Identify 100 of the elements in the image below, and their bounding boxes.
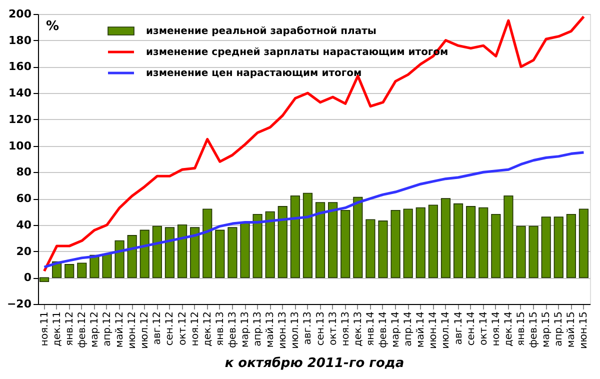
x-tick-label: июн.14 [428,312,440,349]
bar [140,230,150,278]
y-tick-label: 80 [16,166,32,179]
bar [340,210,350,278]
bar [39,277,50,282]
x-tick-label: июл.12 [140,312,151,349]
x-tick-label: фев.15 [528,312,540,348]
bar [466,206,476,278]
x-tick-label: май.15 [566,312,578,348]
x-tick-label: сен.12 [164,312,176,346]
x-tick-label: апр.12 [102,312,113,346]
x-tick-label: фев.12 [76,312,88,348]
bar [541,216,551,278]
x-tick-label: июл.13 [290,312,302,349]
bar [114,240,124,278]
x-tick-label: авг.13 [302,312,314,345]
bar [164,227,175,278]
bar [440,198,451,278]
y-axis-title: % [46,19,60,34]
x-tick-label: фев.14 [378,312,389,348]
y-tick-label: 200 [8,8,32,20]
bar [403,208,413,278]
bar [504,196,514,278]
x-tick-label: июн.12 [127,312,138,349]
x-tick-label: окт.12 [177,312,188,346]
x-tick-label: май.14 [416,312,427,348]
bar [428,204,438,278]
x-tick-label: ноя.13 [340,312,352,346]
bar [315,202,326,278]
bar [528,226,538,278]
x-tick-label: дек.12 [202,312,214,347]
x-tick-label: окт.14 [478,312,490,346]
y-tick-label: 120 [8,112,32,126]
x-tick-label: сен.14 [466,312,477,346]
bar [228,227,238,278]
x-tick-label: янв.14 [365,312,376,346]
bar [378,220,388,278]
x-tick-label: янв.13 [214,312,226,346]
bar [265,211,275,278]
bar [278,206,288,278]
bar [177,224,188,278]
line-series [42,151,586,268]
bar [491,214,501,278]
bar [578,208,589,278]
bar [240,222,250,278]
bar [290,196,300,278]
bar [302,192,313,278]
x-tick-label: мар.15 [541,312,552,348]
x-tick-label: авг.12 [152,312,164,345]
x-tick-label: июл.14 [440,312,452,349]
bar [102,254,112,278]
bar [366,219,376,278]
bar [64,264,74,278]
y-tick-label: 160 [8,60,32,74]
x-axis-title: к октябрю 2011-го года [224,356,404,371]
y-tick-label: 0 [24,271,32,284]
y-tick-label: 60 [16,192,32,206]
bar [478,207,488,278]
bar [328,202,338,278]
y-tick-label: 40 [16,218,32,232]
x-tick-label: ноя.14 [490,312,502,346]
y-tick-label: 100 [8,139,32,152]
bar [77,262,87,278]
y-tick-label: 140 [8,86,32,100]
bar [190,227,200,278]
x-tick-label: дек.11 [52,312,63,347]
x-tick-label: апр.15 [554,312,565,346]
x-tick-label: мар.13 [240,312,251,348]
bar [566,214,576,278]
bar [353,196,363,278]
x-tick-label: янв.15 [516,312,527,346]
x-tick-label: ноя.11 [39,312,50,346]
legend-label: изменение цен нарастающим итогом [146,68,362,79]
x-tick-label: июн.13 [278,312,289,349]
x-tick-label: сен.13 [315,312,326,346]
bar [252,214,262,278]
x-tick-label: июн.15 [578,312,590,349]
y-tick-label: 20 [16,244,32,258]
bar [390,210,400,278]
legend-label: изменение реальной заработной платы [146,26,376,37]
y-tick-label: 180 [8,34,32,47]
bar [215,230,225,278]
line-series [42,15,586,272]
x-tick-label: апр.14 [403,312,414,346]
x-tick-label: мар.14 [390,312,402,348]
x-tick-label: мар.12 [89,312,100,348]
x-tick-label: авг.14 [453,312,464,345]
x-tick-label: фев.13 [227,312,238,348]
x-tick-label: дек.14 [503,312,514,347]
bar [416,207,426,278]
x-tick-label: дек.13 [352,312,364,347]
bar [202,208,212,278]
bar [554,216,564,278]
bar [516,226,526,278]
bar [127,235,137,278]
x-tick-label: ноя.12 [190,312,201,346]
x-tick-label: май.13 [265,312,276,348]
x-tick-label: янв.12 [64,312,76,346]
x-tick-label: апр.13 [252,312,264,346]
x-tick-label: окт.13 [328,312,339,346]
